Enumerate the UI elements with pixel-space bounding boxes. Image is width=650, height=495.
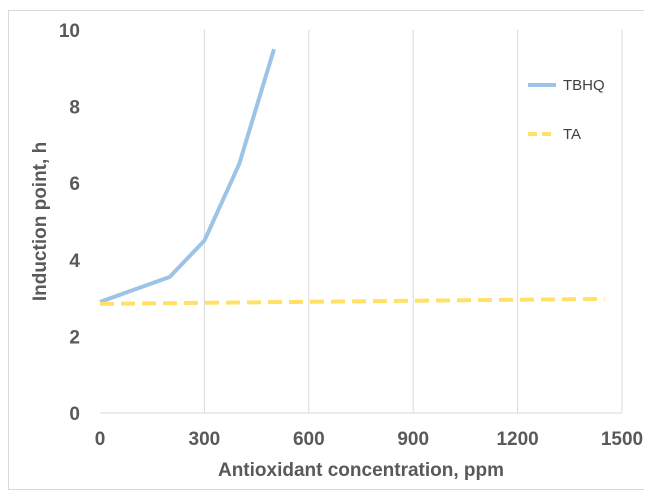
x-tick-label: 900 — [397, 429, 429, 450]
y-tick-label: 2 — [69, 327, 80, 348]
y-tick-label: 8 — [69, 98, 80, 119]
x-tick-label: 600 — [293, 429, 325, 450]
grid — [203, 30, 623, 413]
y-tick-labels: 0 2 4 6 8 10 — [59, 21, 81, 425]
series-layer — [99, 48, 605, 306]
chart-frame — [8, 10, 644, 490]
x-tick-label: 1200 — [496, 429, 538, 450]
x-tick-labels: 0 300 600 900 1200 1500 — [95, 429, 643, 450]
x-axis-title: Antioxidant concentration, ppm — [218, 460, 504, 481]
x-tick-label: 0 — [95, 429, 106, 450]
y-tick-label: 0 — [69, 404, 80, 425]
x-tick-label: 1500 — [601, 429, 643, 450]
legend-label-tbhq: TBHQ — [563, 77, 605, 94]
y-tick-label: 4 — [69, 251, 80, 272]
y-tick-label: 6 — [69, 174, 80, 195]
legend-label-ta: TA — [563, 126, 581, 143]
x-tick-label: 300 — [189, 429, 221, 450]
y-axis-title: Induction point, h — [30, 142, 51, 301]
series-line-ta — [99, 296, 605, 306]
y-tick-label: 10 — [59, 21, 80, 42]
series-line-tbhq — [99, 48, 276, 304]
legend: TBHQ TA — [528, 77, 605, 143]
